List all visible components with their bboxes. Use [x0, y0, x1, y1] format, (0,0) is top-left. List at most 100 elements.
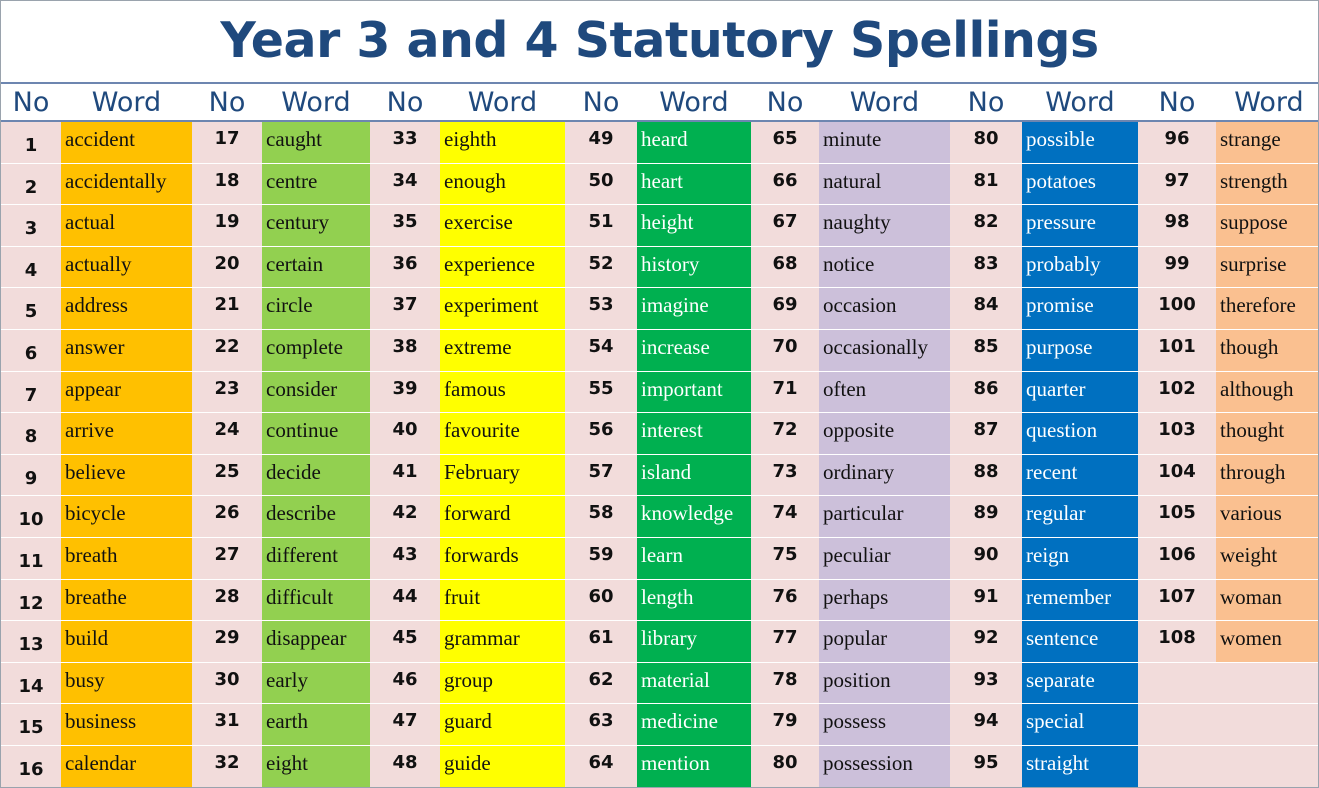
spelling-word: breathe — [61, 579, 192, 622]
spelling-word: enough — [440, 163, 565, 206]
spelling-number: 72 — [751, 413, 819, 455]
column-header-word: Word — [1022, 84, 1138, 122]
title-divider — [1, 82, 1318, 84]
spelling-number: 24 — [192, 413, 262, 455]
spelling-word: question — [1022, 413, 1138, 455]
spelling-number: 55 — [565, 371, 637, 414]
spelling-word: heart — [637, 163, 751, 206]
spelling-number: 87 — [950, 413, 1022, 455]
spelling-number: 60 — [565, 579, 637, 622]
spelling-number: 62 — [565, 662, 637, 705]
word-column: Word minute natural naughty notice occasion oc… — [819, 84, 950, 787]
spelling-number: 5 — [1, 288, 61, 330]
spelling-number: 48 — [370, 745, 440, 787]
spelling-word: possible — [1022, 122, 1138, 164]
spelling-number: 93 — [950, 662, 1022, 705]
word-column: Word possible potatoes pressure probably prom… — [1022, 84, 1138, 787]
spelling-word: strength — [1216, 163, 1318, 206]
column-header-word: Word — [1216, 84, 1318, 122]
spelling-number: 37 — [370, 288, 440, 330]
spelling-word: different — [262, 537, 370, 580]
spelling-number: 66 — [751, 163, 819, 206]
spelling-number: 71 — [751, 371, 819, 414]
word-column: Word eighth enough exercise experience experi… — [440, 84, 565, 787]
spelling-number: 42 — [370, 496, 440, 538]
spelling-number: 85 — [950, 329, 1022, 372]
spelling-word: breath — [61, 537, 192, 580]
spelling-word: though — [1216, 329, 1318, 372]
spelling-number: 4 — [1, 246, 61, 289]
spelling-number: 88 — [950, 454, 1022, 497]
spelling-number: 6 — [1, 329, 61, 372]
spelling-word: early — [262, 662, 370, 705]
spelling-word — [1216, 745, 1318, 787]
column-header-no: No — [565, 84, 637, 122]
number-column: No 17 18 19 20 21 22 23 24 25 26 27 28 29 30 31 32 — [192, 84, 262, 787]
spelling-word: disappear — [262, 621, 370, 663]
spelling-word: opposite — [819, 413, 950, 455]
spelling-word: although — [1216, 371, 1318, 414]
spelling-number: 21 — [192, 288, 262, 330]
spelling-number: 56 — [565, 413, 637, 455]
spelling-word: mention — [637, 745, 751, 787]
spelling-word: business — [61, 704, 192, 746]
spelling-number: 22 — [192, 329, 262, 372]
spelling-number: 69 — [751, 288, 819, 330]
spelling-word: perhaps — [819, 579, 950, 622]
spelling-word: particular — [819, 496, 950, 538]
spelling-word: actual — [61, 205, 192, 247]
spelling-number: 64 — [565, 745, 637, 787]
spelling-word: address — [61, 288, 192, 330]
spelling-number: 10 — [1, 496, 61, 538]
spelling-number: 18 — [192, 163, 262, 206]
spelling-word: centre — [262, 163, 370, 206]
spelling-number: 103 — [1138, 413, 1216, 455]
spelling-number: 44 — [370, 579, 440, 622]
column-header-word: Word — [262, 84, 370, 122]
spelling-number: 97 — [1138, 163, 1216, 206]
spelling-word: medicine — [637, 704, 751, 746]
spelling-word: purpose — [1022, 329, 1138, 372]
spelling-number: 45 — [370, 621, 440, 663]
spelling-number — [1138, 662, 1216, 705]
spelling-number: 13 — [1, 621, 61, 663]
spelling-word: eighth — [440, 122, 565, 164]
spelling-word: occasion — [819, 288, 950, 330]
spelling-word: therefore — [1216, 288, 1318, 330]
spelling-word: library — [637, 621, 751, 663]
word-group-2: No 17 18 19 20 21 22 23 24 25 26 27 28 29 30 31 32 Word ca… — [192, 84, 370, 787]
spelling-number: 100 — [1138, 288, 1216, 330]
column-header-word: Word — [61, 84, 192, 122]
spelling-number: 81 — [950, 163, 1022, 206]
spelling-number: 34 — [370, 163, 440, 206]
number-column: No 65 66 67 68 69 70 71 72 73 74 75 76 77 78 79 80 — [751, 84, 819, 787]
spelling-word: bicycle — [61, 496, 192, 538]
spelling-number: 28 — [192, 579, 262, 622]
spelling-word: woman — [1216, 579, 1318, 622]
spelling-word: women — [1216, 621, 1318, 663]
spelling-number: 108 — [1138, 621, 1216, 663]
number-column: No 33 34 35 36 37 38 39 40 41 42 43 44 45 46 47 48 — [370, 84, 440, 787]
spelling-number: 77 — [751, 621, 819, 663]
spelling-word: guide — [440, 745, 565, 787]
column-header-no: No — [1, 84, 61, 122]
spelling-word: probably — [1022, 246, 1138, 289]
spelling-word: strange — [1216, 122, 1318, 164]
spelling-word: accident — [61, 122, 192, 164]
spelling-word — [1216, 662, 1318, 705]
spelling-number: 40 — [370, 413, 440, 455]
spelling-number: 76 — [751, 579, 819, 622]
word-group-1: No 1 2 3 4 5 6 7 8 9 10 11 12 13 14 15 16 Word accident acc… — [1, 84, 192, 787]
spelling-word: forward — [440, 496, 565, 538]
spelling-number: 84 — [950, 288, 1022, 330]
spelling-number: 49 — [565, 122, 637, 164]
spelling-number: 14 — [1, 662, 61, 705]
spelling-number: 31 — [192, 704, 262, 746]
spelling-word: answer — [61, 329, 192, 372]
spelling-word: special — [1022, 704, 1138, 746]
spelling-number: 54 — [565, 329, 637, 372]
spelling-word: position — [819, 662, 950, 705]
spelling-word: February — [440, 454, 565, 497]
spelling-number: 99 — [1138, 246, 1216, 289]
